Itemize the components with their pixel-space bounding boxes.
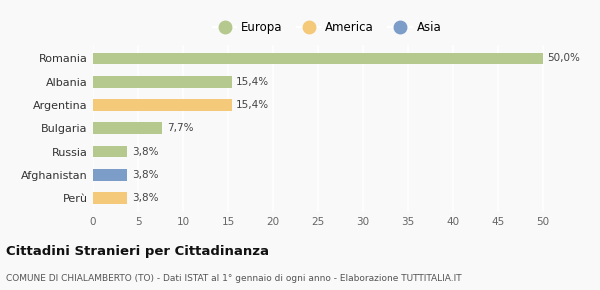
Bar	[93, 76, 232, 88]
Text: 50,0%: 50,0%	[548, 53, 580, 63]
Bar	[93, 122, 162, 134]
Text: 3,8%: 3,8%	[132, 147, 158, 157]
Legend: Europa, America, Asia: Europa, America, Asia	[213, 21, 441, 34]
Text: 15,4%: 15,4%	[236, 100, 269, 110]
Text: 3,8%: 3,8%	[132, 193, 158, 203]
Bar	[93, 99, 232, 111]
Bar	[93, 169, 127, 181]
Bar	[93, 193, 127, 204]
Text: 3,8%: 3,8%	[132, 170, 158, 180]
Bar	[93, 146, 127, 157]
Text: 7,7%: 7,7%	[167, 123, 193, 133]
Text: 15,4%: 15,4%	[236, 77, 269, 87]
Text: COMUNE DI CHIALAMBERTO (TO) - Dati ISTAT al 1° gennaio di ogni anno - Elaborazio: COMUNE DI CHIALAMBERTO (TO) - Dati ISTAT…	[6, 274, 461, 283]
Bar	[93, 52, 543, 64]
Text: Cittadini Stranieri per Cittadinanza: Cittadini Stranieri per Cittadinanza	[6, 245, 269, 258]
